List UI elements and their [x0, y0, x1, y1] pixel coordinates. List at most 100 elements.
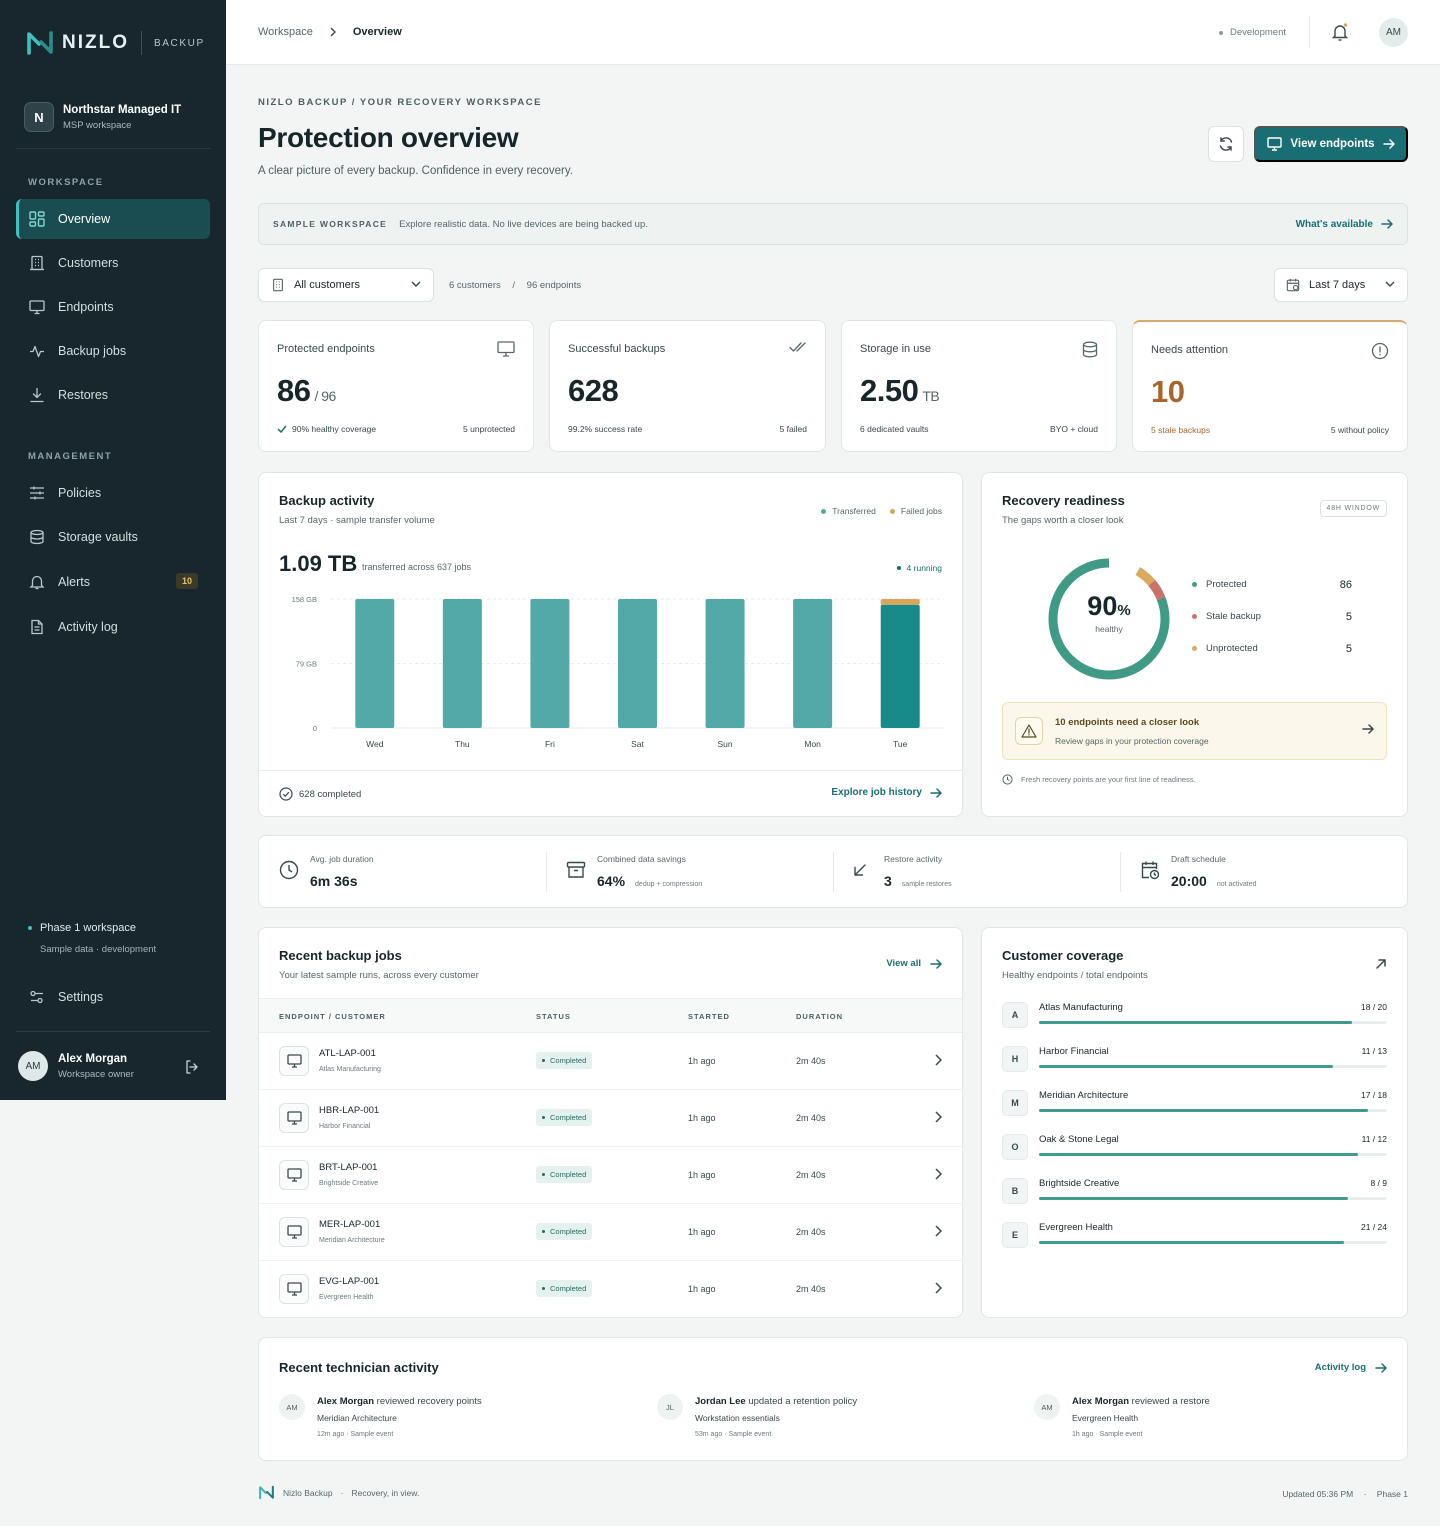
chevron-right-icon[interactable] [934, 1282, 942, 1294]
chevron-right-icon[interactable] [934, 1111, 942, 1123]
arrow-right-icon [1375, 1362, 1387, 1373]
kpi-label: Storage in use [860, 343, 931, 355]
view-all-link[interactable]: View all [886, 958, 942, 969]
stat-divider [1120, 852, 1121, 892]
coverage-bar [1039, 1153, 1387, 1156]
sidebar-item-restores[interactable]: Restores [16, 375, 210, 415]
readiness-row-unprotected: Unprotected 5 [1192, 642, 1382, 655]
activity-log-link[interactable]: Activity log [1315, 1362, 1387, 1373]
monitor-icon [279, 1217, 309, 1247]
activity-action: reviewed a restore [1131, 1396, 1210, 1407]
customer-filter-select[interactable]: All customers [258, 268, 434, 302]
status-badge: Completed [536, 1223, 593, 1240]
status-label: Completed [550, 1170, 587, 1179]
sidebar-item-backup-jobs[interactable]: Backup jobs [16, 331, 210, 371]
arrow-up-right-icon[interactable] [1375, 958, 1387, 970]
card-subtitle: The gaps worth a closer look [1002, 515, 1124, 526]
sidebar-item-label: Restores [58, 388, 109, 402]
stat-restore-activity: Restore activity 3 sample restores [833, 836, 1120, 908]
bar-transferred [355, 599, 395, 728]
view-endpoints-button[interactable]: View endpoints [1254, 126, 1408, 162]
sidebar-item-alerts[interactable]: Alerts 10 [16, 562, 210, 602]
kpi-protected-endpoints[interactable]: Protected endpoints 86/ 96 90% healthy c… [258, 320, 534, 452]
chevron-right-icon[interactable] [934, 1168, 942, 1180]
coverage-row[interactable]: E Evergreen Health 21 / 24 [1002, 1222, 1387, 1266]
logout-icon[interactable] [184, 1059, 200, 1075]
kpi-storage-in-use[interactable]: Storage in use 2.50 TB 6 dedicated vaults… [841, 320, 1117, 452]
kpi-value: 86/ 96 [277, 373, 336, 409]
table-row[interactable]: BRT-LAP-001 Brightside Creative Completed 1… [259, 1147, 962, 1204]
running-jobs-indicator: 4 running [896, 563, 942, 573]
card-footer: 628 completed Explore job history [259, 770, 962, 816]
database-icon [1082, 341, 1098, 358]
attention-alert[interactable]: 10 endpoints need a closer look Review g… [1002, 702, 1387, 760]
stat-number: 64% [597, 873, 626, 889]
coverage-row[interactable]: B Brightside Creative 8 / 9 [1002, 1178, 1387, 1222]
stat-value: 3 sample restores [884, 873, 952, 889]
kpi-footnote-left: 99.2% success rate [568, 424, 643, 434]
brand[interactable]: NIZLO BACKUP [26, 30, 205, 56]
started-time: 1h ago [688, 1056, 716, 1066]
date-range-select[interactable]: Last 7 days [1274, 268, 1408, 302]
kpi-footnote-right: 5 failed [779, 424, 807, 434]
sidebar-item-endpoints[interactable]: Endpoints [16, 287, 210, 327]
stat-draft-schedule: Draft schedule 20:00 not activated [1120, 836, 1407, 908]
customer-name: Evergreen Health [1039, 1222, 1113, 1233]
coverage-row[interactable]: M Meridian Architecture 17 / 18 [1002, 1090, 1387, 1134]
readiness-row-label: Stale backup [1206, 611, 1261, 622]
sidebar-item-settings[interactable]: Settings [16, 977, 210, 1017]
chevron-right-icon[interactable] [934, 1225, 942, 1237]
coverage-bar [1039, 1197, 1387, 1200]
explore-job-history-link[interactable]: Explore job history [831, 787, 942, 798]
customer-name: Meridian Architecture [319, 1237, 385, 1244]
started-time: 1h ago [688, 1227, 716, 1237]
sample-workspace-banner: SAMPLE WORKSPACE Explore realistic data.… [258, 203, 1408, 245]
banner-link-label: What's available [1295, 218, 1373, 230]
sidebar-item-overview[interactable]: Overview [16, 199, 210, 239]
status-dot [542, 1059, 545, 1062]
sidebar-item-customers[interactable]: Customers [16, 243, 210, 283]
started-time: 1h ago [688, 1284, 716, 1294]
table-row[interactable]: ATL-LAP-001 Atlas Manufacturing Completed 1… [259, 1033, 962, 1090]
table-row[interactable]: MER-LAP-001 Meridian Architecture Complete… [259, 1204, 962, 1261]
table-row[interactable]: HBR-LAP-001 Harbor Financial Completed 1h a… [259, 1090, 962, 1147]
whats-available-link[interactable]: What's available [1296, 219, 1393, 230]
sidebar-divider [16, 148, 210, 149]
workspace-section-label: WORKSPACE [28, 177, 104, 188]
breadcrumb-workspace[interactable]: Workspace [258, 26, 313, 38]
customer-name: Brightside Creative [1039, 1178, 1120, 1189]
stat-note: sample restores [901, 881, 952, 888]
notifications-bell-icon[interactable] [1331, 22, 1349, 42]
footer-brand: Nizlo Backup [283, 1487, 333, 1498]
footer-separator: · [1363, 1489, 1367, 1499]
coverage-ratio: 18 / 20 [1361, 1002, 1387, 1012]
card-subtitle: Last 7 days · sample transfer volume [279, 515, 435, 526]
stat-label: Restore activity [884, 854, 943, 864]
org-switcher[interactable]: N Northstar Managed IT MSP workspace [24, 102, 181, 132]
sidebar-item-storage-vaults[interactable]: Storage vaults [16, 517, 210, 557]
sidebar-divider [16, 1031, 210, 1032]
card-title: Recent backup jobs [279, 948, 402, 963]
status-badge: Completed [536, 1166, 593, 1183]
chevron-right-icon [329, 27, 337, 37]
coverage-row[interactable]: A Atlas Manufacturing 18 / 20 [1002, 1002, 1387, 1046]
readiness-label: healthy [1095, 624, 1123, 634]
kpi-suffix: / 96 [314, 388, 336, 404]
chevron-right-icon[interactable] [934, 1054, 942, 1066]
sidebar-item-activity-log[interactable]: Activity log [16, 607, 210, 647]
avatar[interactable]: AM [1379, 18, 1408, 47]
sidebar-item-policies[interactable]: Policies [16, 473, 210, 513]
chevron-down-icon [1385, 281, 1395, 288]
coverage-row[interactable]: H Harbor Financial 11 / 13 [1002, 1046, 1387, 1090]
arrow-right-icon [930, 958, 942, 969]
readiness-row-protected: Protected 86 [1192, 579, 1382, 591]
refresh-button[interactable] [1208, 126, 1244, 162]
sidebar: NIZLO BACKUP N Northstar Managed IT MSP … [0, 0, 226, 1100]
coverage-row[interactable]: O Oak & Stone Legal 11 / 12 [1002, 1134, 1387, 1178]
stat-label: Avg. job duration [310, 854, 374, 864]
kpi-successful-backups[interactable]: Successful backups 628 99.2% success rat… [549, 320, 826, 452]
user-profile[interactable]: AM Alex Morgan Workspace owner [18, 1051, 208, 1081]
kpi-needs-attention[interactable]: Needs attention 10 5 stale backups 5 wit… [1132, 320, 1408, 452]
table-row[interactable]: EVG-LAP-001 Evergreen Health Completed 1h a… [259, 1261, 962, 1317]
readiness-row-value: 5 [1345, 642, 1352, 655]
